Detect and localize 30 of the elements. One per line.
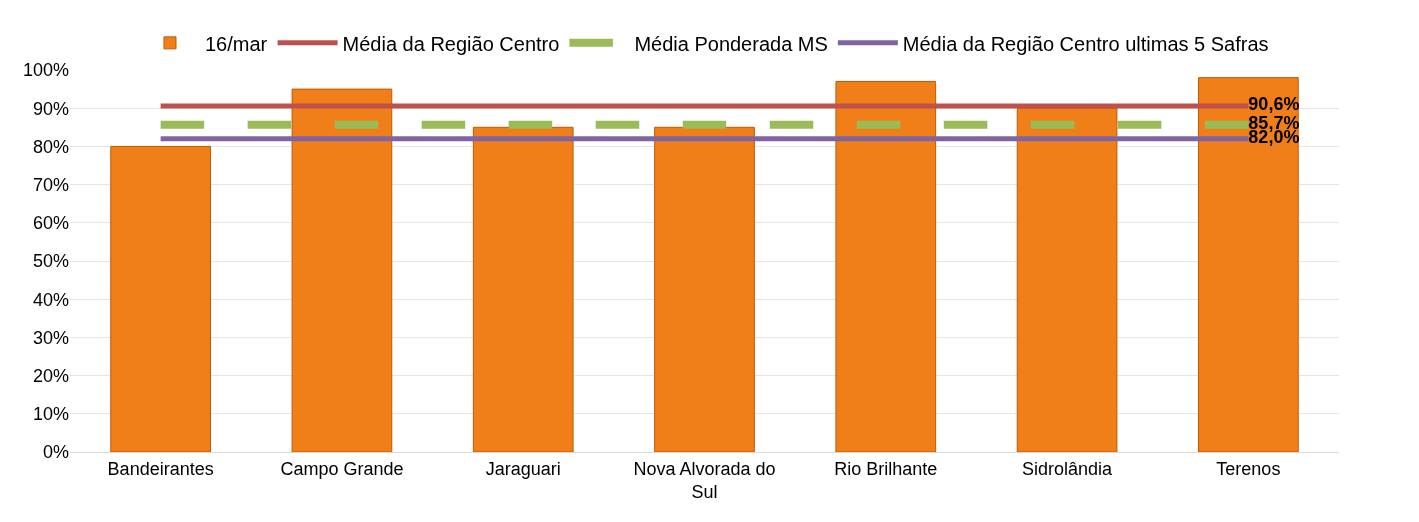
- legend-label: Média Ponderada MS: [634, 32, 828, 55]
- x-tick-label: Sidrolândia: [1022, 458, 1114, 479]
- y-tick-label: 80%: [32, 136, 69, 157]
- x-tick-label: Jaraguari: [485, 458, 561, 479]
- legend-label: Média da Região Centro ultimas 5 Safras: [902, 32, 1269, 55]
- x-tick-label: Campo Grande: [280, 458, 404, 479]
- legend-label: Média da Região Centro: [342, 32, 560, 55]
- y-tick-label: 30%: [32, 327, 69, 348]
- bar: [1198, 77, 1299, 452]
- y-tick-label: 10%: [32, 404, 69, 425]
- bar: [654, 126, 755, 452]
- bar: [110, 145, 211, 452]
- data-label: 90,6%: [1248, 94, 1300, 115]
- x-tick-label: Terenos: [1216, 458, 1281, 479]
- y-tick-label: 70%: [32, 174, 69, 195]
- y-tick-label: 100%: [22, 60, 69, 81]
- x-tick-label: Nova Alvorada do Sul: [633, 458, 776, 502]
- x-tick-label: Bandeirantes: [107, 458, 214, 479]
- bar: [291, 88, 393, 452]
- y-tick-label: 20%: [32, 365, 69, 386]
- bar: [835, 80, 937, 452]
- y-tick-label: 60%: [32, 213, 69, 234]
- y-tick-label: 90%: [32, 98, 69, 119]
- x-tick-label: Rio Brilhante: [834, 458, 938, 479]
- y-tick-label: 0%: [42, 442, 69, 463]
- y-tick-label: 40%: [32, 289, 69, 310]
- bar: [472, 126, 574, 452]
- y-tick-label: 50%: [32, 251, 69, 272]
- legend-label: 16/mar: [205, 32, 268, 55]
- bar: [1016, 107, 1118, 452]
